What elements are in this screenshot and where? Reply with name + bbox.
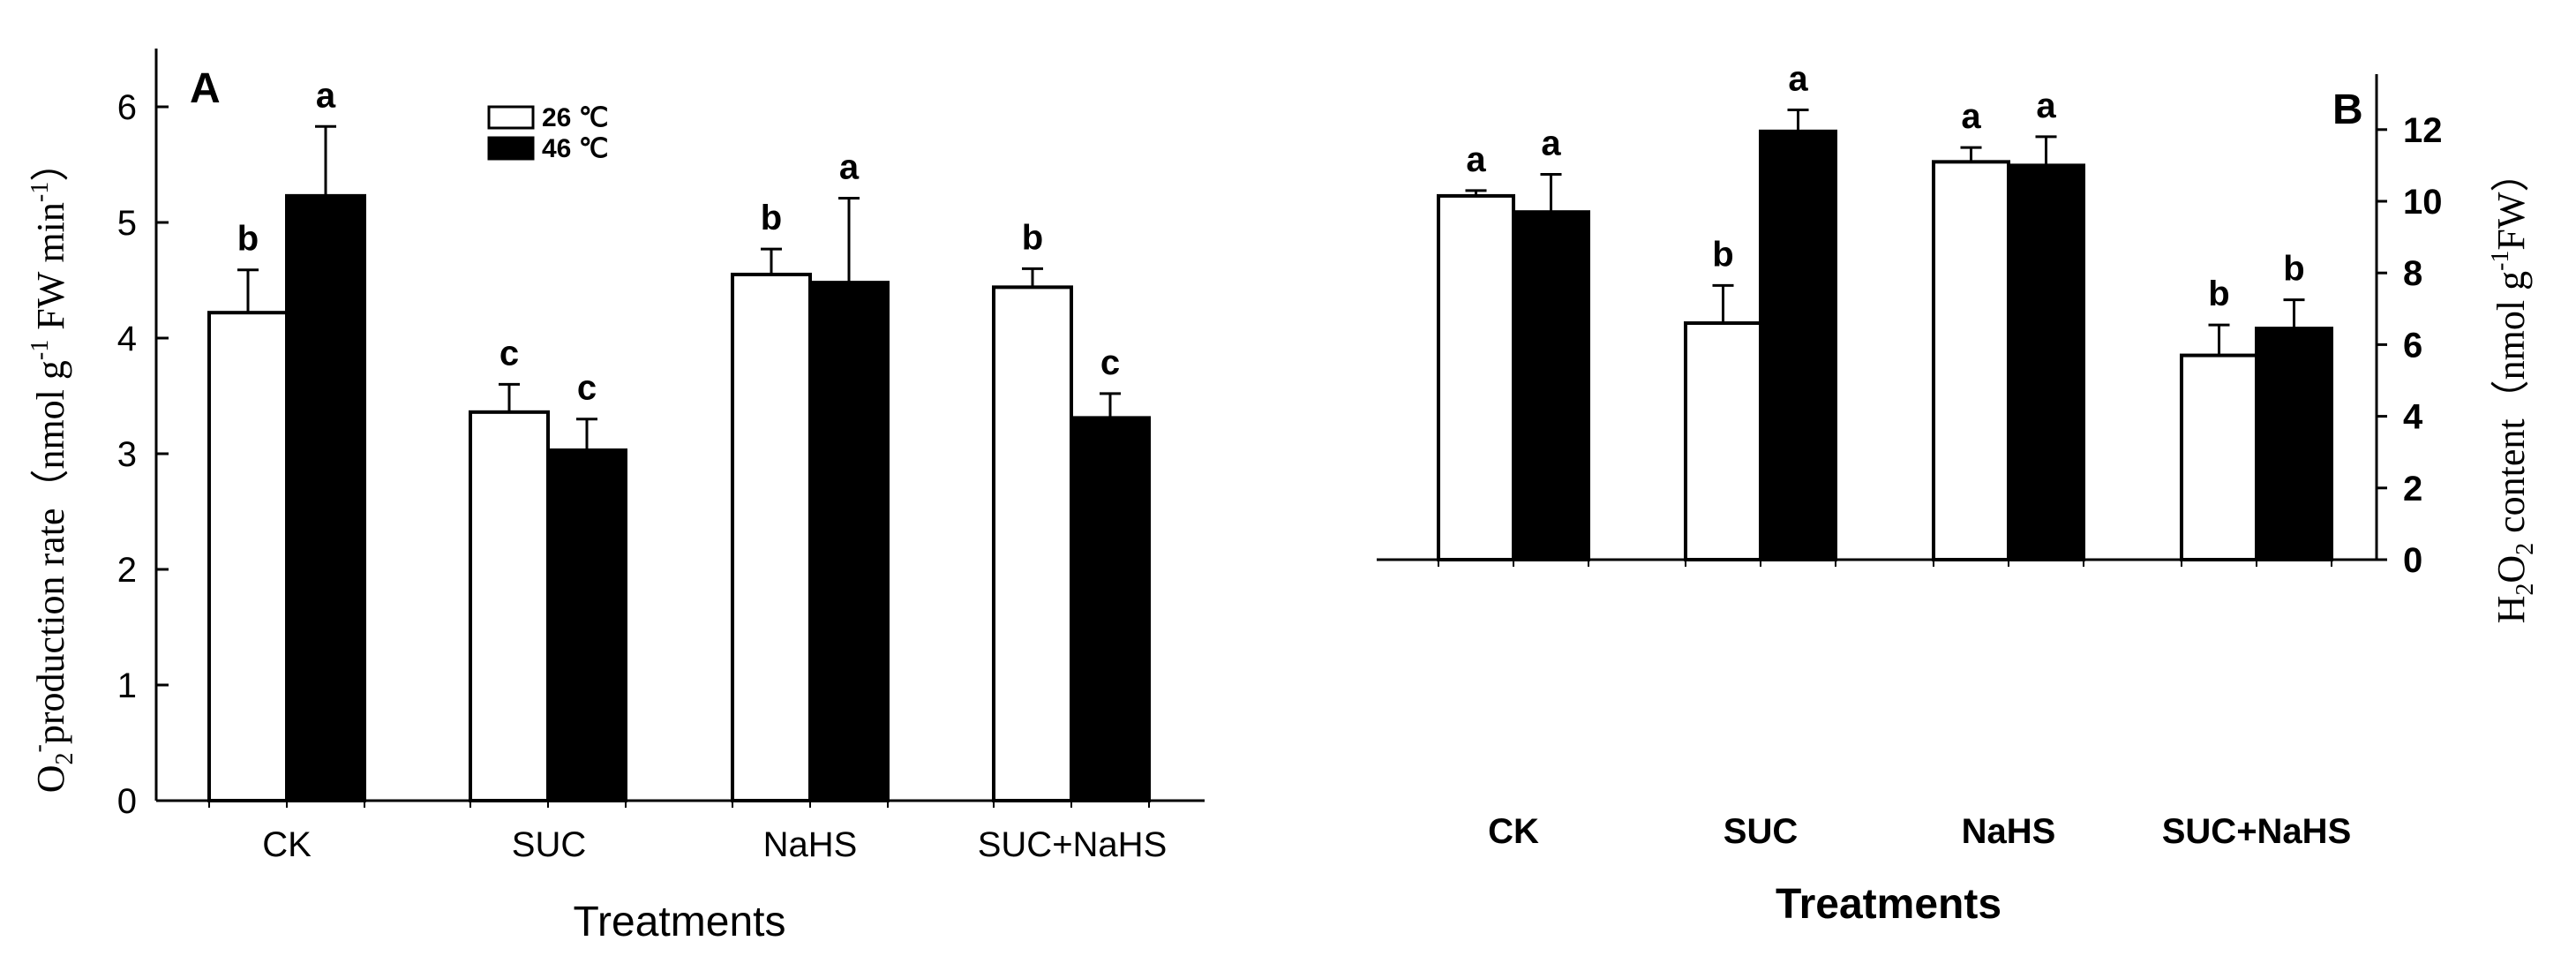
chart-a: A 26 ℃ 46 ℃ Treatments O2-production rat… (25, 49, 1205, 945)
bar-46c (285, 193, 366, 802)
bar-26c (1437, 193, 1515, 561)
bar-26c (992, 285, 1073, 802)
significance-letter: b (761, 199, 782, 237)
bar-26c (1684, 321, 1762, 561)
y-tick-label: 4 (2403, 398, 2423, 437)
y-tick-label: 1 (117, 666, 137, 705)
y-axis-title-b: H2O2 content（nmol g-1FW） (2487, 154, 2539, 624)
y-tick-label: 3 (117, 435, 137, 474)
legend-swatch-26 (487, 105, 535, 130)
significance-letter: c (577, 369, 597, 408)
significance-letter: a (2036, 87, 2056, 125)
y-tick-label: 0 (117, 782, 137, 821)
category-label: CK (1488, 812, 1539, 851)
chart-b: B Treatments H2O2 content（nmol g-1FW） 0 2… (1377, 59, 2539, 928)
y-tick-label: 2 (117, 551, 137, 590)
significance-letter: b (1022, 218, 1043, 257)
legend-swatch-46 (487, 136, 535, 161)
significance-letter: c (1100, 343, 1120, 382)
y-axis-title-a: O2-production rate（nmol g-1 FW min-1） (25, 143, 79, 793)
panel-label-b: B (2332, 87, 2363, 133)
significance-letter: a (1541, 124, 1561, 163)
y-tick-label: 10 (2403, 183, 2443, 222)
significance-letter: b (237, 220, 259, 259)
bar-26c (1932, 160, 2010, 561)
bar-46c (1070, 416, 1151, 802)
bar-26c (731, 272, 812, 802)
x-axis-title-a: Treatments (574, 899, 786, 945)
legend: 26 ℃ 46 ℃ (487, 103, 608, 163)
category-label: CK (262, 825, 312, 864)
significance-letter: a (1788, 59, 1808, 98)
category-label: SUC+NaHS (978, 825, 1168, 864)
bar-46c (808, 281, 890, 802)
significance-letter: a (316, 76, 336, 115)
category-label: NaHS (763, 825, 858, 864)
y-tick-label: 2 (2403, 470, 2422, 508)
bar-46c (1512, 210, 1590, 561)
significance-letter: a (839, 147, 860, 186)
bar-26c (2180, 353, 2258, 561)
significance-letter: b (2208, 275, 2229, 313)
significance-letter: c (499, 334, 519, 373)
category-label: SUC+NaHS (2162, 812, 2352, 851)
significance-letter: a (1961, 97, 1981, 136)
significance-letter: a (1466, 140, 1486, 179)
y-tick-label: 0 (2403, 541, 2422, 580)
bar-46c (2007, 163, 2085, 561)
bar-46c (2255, 327, 2333, 561)
panel-label-a: A (190, 65, 221, 112)
bar-46c (546, 448, 627, 802)
y-tick-label: 8 (2403, 254, 2422, 293)
category-label: SUC (1724, 812, 1798, 851)
y-tick-label: 5 (117, 204, 137, 243)
x-axis-title-b: Treatments (1776, 881, 2001, 928)
y-tick-label: 6 (2403, 326, 2422, 365)
y-tick-label: 4 (117, 320, 137, 358)
category-label: SUC (512, 825, 586, 864)
significance-letter: b (1712, 235, 1733, 274)
legend-label-46: 46 ℃ (542, 134, 608, 163)
legend-label-26: 26 ℃ (542, 103, 608, 132)
y-tick-label: 6 (117, 88, 137, 127)
category-label: NaHS (1962, 812, 2056, 851)
significance-letter: b (2283, 250, 2304, 289)
bar-46c (1759, 129, 1837, 562)
bar-26c (207, 311, 289, 802)
bar-26c (469, 410, 550, 802)
y-tick-label: 12 (2403, 111, 2443, 150)
